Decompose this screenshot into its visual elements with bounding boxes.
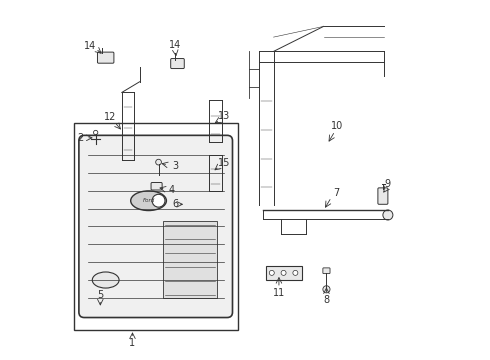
Text: 4: 4: [169, 185, 175, 195]
Circle shape: [156, 159, 161, 165]
Text: 12: 12: [104, 112, 116, 122]
Text: 10: 10: [331, 121, 343, 131]
Bar: [74, 123, 238, 330]
Circle shape: [323, 286, 330, 293]
Circle shape: [270, 270, 274, 275]
Text: 9: 9: [385, 179, 391, 189]
Text: 14: 14: [83, 41, 96, 51]
Bar: [163, 221, 217, 298]
FancyBboxPatch shape: [79, 135, 232, 318]
Text: 5: 5: [97, 290, 103, 300]
Text: 15: 15: [218, 158, 230, 168]
Circle shape: [383, 210, 393, 220]
FancyBboxPatch shape: [323, 268, 330, 274]
Text: 14: 14: [169, 40, 181, 50]
Bar: [267, 266, 302, 280]
Text: 11: 11: [273, 288, 285, 297]
Circle shape: [281, 270, 286, 275]
Circle shape: [293, 270, 298, 275]
Text: 13: 13: [218, 111, 230, 121]
Text: 8: 8: [323, 295, 329, 305]
Circle shape: [94, 130, 98, 135]
FancyBboxPatch shape: [171, 59, 184, 68]
Circle shape: [152, 194, 165, 207]
Text: 2: 2: [77, 133, 83, 143]
Ellipse shape: [131, 191, 167, 211]
Text: 6: 6: [172, 199, 178, 209]
FancyBboxPatch shape: [98, 52, 114, 63]
Text: Ford: Ford: [143, 198, 155, 203]
Ellipse shape: [92, 272, 119, 288]
Text: 3: 3: [172, 161, 178, 171]
FancyBboxPatch shape: [378, 188, 388, 204]
Text: 1: 1: [129, 338, 136, 347]
FancyBboxPatch shape: [151, 183, 162, 190]
Text: 7: 7: [333, 188, 339, 198]
